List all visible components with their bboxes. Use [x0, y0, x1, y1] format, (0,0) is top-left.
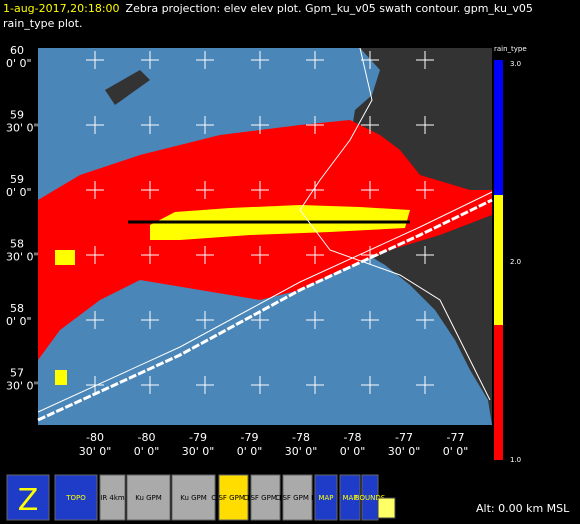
- lat-minute: 0' 0": [6, 57, 32, 70]
- map: [37, 47, 493, 425]
- coastline: [299, 47, 491, 401]
- tool-label: MAP: [318, 494, 333, 502]
- swath-edge: [37, 198, 493, 422]
- legend-title: rain_type: [494, 45, 527, 53]
- tool-label: MAP: [342, 494, 357, 502]
- lat-degree: 58: [10, 302, 24, 315]
- lat-degree: 58: [10, 238, 24, 251]
- legend-label: 3.0: [510, 60, 521, 68]
- lon-minute: 30' 0": [182, 445, 215, 458]
- legend: rain_type 3.0 2.0 1.0: [494, 45, 527, 464]
- tool-button[interactable]: [282, 474, 313, 521]
- toolbar: Z TOPO IR 4km Ku GPM Ku GPM C/SF GPM KuC/SF G…: [6, 474, 386, 521]
- tool-label: TOPO: [65, 494, 86, 502]
- tool-label: C/SF GPM Ku: [211, 494, 256, 502]
- lat-minute: 30' 0": [6, 251, 39, 264]
- tool-button[interactable]: [99, 474, 126, 521]
- tool-button[interactable]: [126, 474, 171, 521]
- tool-label: Z: [18, 483, 39, 518]
- header-time: 1-aug-2017,20:18:00: [3, 2, 120, 15]
- rain-convective: [55, 250, 75, 265]
- legend-label: 1.0: [510, 456, 521, 464]
- swath-edge: [37, 191, 493, 413]
- tool-button[interactable]: [54, 474, 98, 521]
- lat-degree: 59: [10, 109, 24, 122]
- legend-swatch: [494, 195, 503, 325]
- rain-convective: [55, 370, 67, 385]
- header-description: Zebra projection: elev elev plot. Gpm_ku…: [126, 2, 533, 15]
- tool-button[interactable]: [6, 474, 50, 521]
- lon-degree: -78: [292, 431, 310, 444]
- legend-label: 2.0: [510, 258, 521, 266]
- tool-button[interactable]: [218, 474, 249, 521]
- legend-swatch: [494, 325, 503, 460]
- land-island: [105, 70, 150, 105]
- lon-minute: 0' 0": [134, 445, 160, 458]
- tool-label: Ku GPM: [180, 494, 207, 502]
- tool-button[interactable]: [339, 474, 361, 521]
- tool-button[interactable]: [171, 474, 216, 521]
- lat-degree: 59: [10, 173, 24, 186]
- lat-degree: 60: [10, 44, 24, 57]
- tool-label: C/SF GPM Ku: [275, 494, 320, 502]
- grid-button[interactable]: [377, 497, 396, 519]
- tool-button[interactable]: [250, 474, 281, 521]
- lon-minute: 0' 0": [443, 445, 469, 458]
- lat-minute: 30' 0": [6, 380, 39, 393]
- lon-minute: 0' 0": [237, 445, 263, 458]
- lon-degree: -77: [447, 431, 465, 444]
- tool-label: C/SF GPM Ku: [243, 494, 288, 502]
- lon-degree: -79: [189, 431, 207, 444]
- lon-degree: -78: [344, 431, 362, 444]
- lon-minute: 30' 0": [388, 445, 421, 458]
- header-line2: rain_type plot.: [3, 17, 82, 30]
- status: Alt: 0.00 km MSL: [476, 502, 570, 515]
- rain-stratiform: [38, 120, 492, 360]
- lon-degree: -80: [86, 431, 104, 444]
- tool-label: IR 4km: [100, 494, 125, 502]
- lon-degree: -77: [395, 431, 413, 444]
- tool-label: Ku GPM: [135, 494, 162, 502]
- lat-minute: 0' 0": [6, 186, 32, 199]
- lon-minute: 30' 0": [285, 445, 318, 458]
- lat-minute: 0' 0": [6, 315, 32, 328]
- lon-degree: -79: [241, 431, 259, 444]
- tool-label: BOUNDS: [355, 494, 386, 502]
- legend-swatch: [494, 60, 503, 195]
- graticule: [86, 51, 434, 394]
- lon-minute: 0' 0": [340, 445, 366, 458]
- tool-button[interactable]: [314, 474, 338, 521]
- lon-minute: 30' 0": [79, 445, 112, 458]
- lat-minute: 30' 0": [6, 122, 39, 135]
- header-line: 1-aug-2017,20:18:00 Zebra projection: ele…: [3, 2, 533, 15]
- lat-degree: 57: [10, 367, 24, 380]
- lon-degree: -80: [138, 431, 156, 444]
